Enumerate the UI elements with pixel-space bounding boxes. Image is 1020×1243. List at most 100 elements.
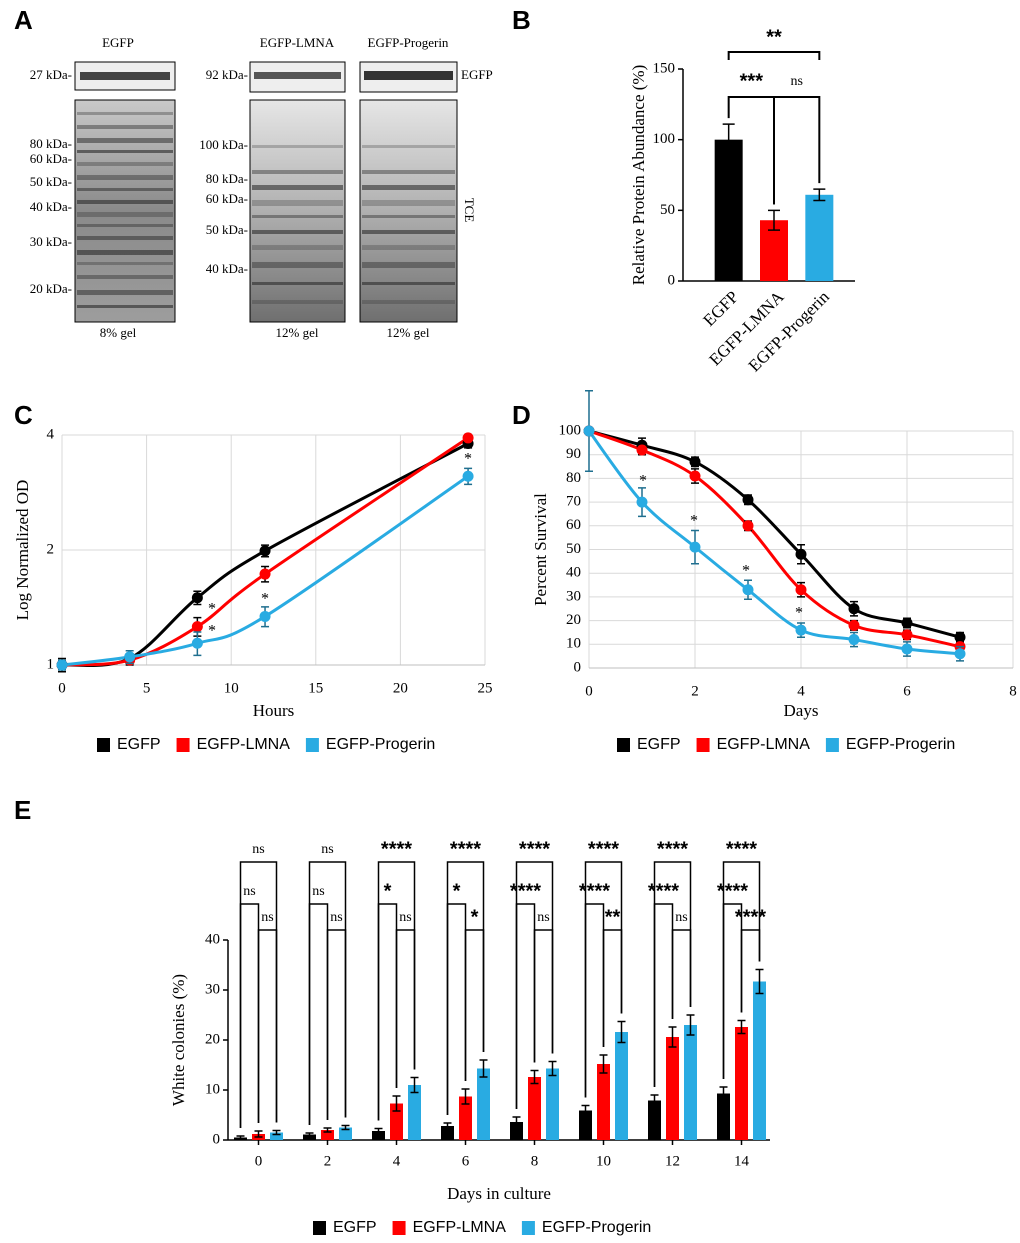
bar xyxy=(579,1110,592,1140)
significance: **** xyxy=(381,838,412,860)
gel-band xyxy=(252,245,343,250)
gel-band xyxy=(77,162,173,166)
gel-band xyxy=(77,188,173,191)
marker-label: 20 kDa- xyxy=(30,281,72,296)
error-bar xyxy=(305,1132,314,1137)
legend-swatch xyxy=(617,738,630,752)
error-bar xyxy=(341,1124,350,1131)
error-bar xyxy=(461,1088,470,1105)
significance: **** xyxy=(657,838,688,860)
x-tick-label: 2 xyxy=(324,1153,332,1169)
point xyxy=(191,621,203,633)
y-tick-label: 60 xyxy=(566,517,581,533)
gel-band xyxy=(77,175,173,180)
bar xyxy=(546,1068,559,1140)
y-tick-label: 4 xyxy=(47,426,55,442)
x-tick-label: 8 xyxy=(531,1153,539,1169)
y-tick-label: 2 xyxy=(47,541,55,557)
y-axis-title: Log Normalized OD xyxy=(13,480,32,621)
error-bar xyxy=(392,1095,401,1112)
egfp-band xyxy=(254,72,341,79)
bar xyxy=(339,1127,352,1140)
gel-band xyxy=(362,245,455,250)
significance: * xyxy=(795,605,803,622)
x-tick-label: 10 xyxy=(224,680,239,696)
gel-band xyxy=(77,290,173,295)
significance: **** xyxy=(519,838,550,860)
x-tick-label: 0 xyxy=(255,1153,263,1169)
marker-label: 80 kDa- xyxy=(206,171,248,186)
gel-band xyxy=(252,300,343,304)
legend-label: EGFP-LMNA xyxy=(717,736,811,753)
significance: **** xyxy=(588,838,619,860)
bracket xyxy=(533,929,554,1063)
tce-gel xyxy=(249,99,346,323)
gel-band xyxy=(77,112,173,115)
bar xyxy=(735,1027,748,1140)
gel-band xyxy=(252,200,343,206)
significance: ns xyxy=(261,910,273,925)
y-tick-label: 40 xyxy=(205,931,220,947)
point xyxy=(259,545,271,557)
legend-label: EGFP-LMNA xyxy=(413,1219,507,1236)
gel-band xyxy=(362,230,455,234)
point xyxy=(259,568,271,580)
line xyxy=(61,474,469,667)
significance: **** xyxy=(735,906,766,928)
gel-band xyxy=(77,305,173,308)
error-bar xyxy=(374,1127,383,1135)
bar xyxy=(408,1085,421,1140)
bar xyxy=(372,1131,385,1140)
bar xyxy=(666,1037,679,1140)
x-tick-label: 0 xyxy=(585,683,593,699)
point xyxy=(901,617,913,629)
marker-label: 40 kDa- xyxy=(30,199,72,214)
significance: ** xyxy=(605,906,621,928)
bar xyxy=(717,1093,730,1140)
significance: **** xyxy=(726,838,757,860)
bracket xyxy=(740,929,761,1013)
error-bar xyxy=(530,1069,539,1085)
x-tick-label: 20 xyxy=(393,680,408,696)
point xyxy=(795,584,807,596)
point xyxy=(795,624,807,636)
egfp-band xyxy=(364,71,453,80)
marker-label: 100 kDa- xyxy=(199,137,248,152)
significance: ns xyxy=(399,910,411,925)
point xyxy=(742,584,754,596)
error-bar xyxy=(722,123,735,156)
error-bar xyxy=(813,188,826,202)
bar xyxy=(390,1103,403,1140)
lane-label: EGFP xyxy=(102,35,134,50)
point xyxy=(583,425,595,437)
point xyxy=(56,659,68,671)
gel-band xyxy=(362,215,455,218)
bar xyxy=(270,1132,283,1140)
legend-swatch xyxy=(176,738,190,752)
y-tick-label: 0 xyxy=(213,1131,221,1147)
gel-band xyxy=(77,212,173,217)
significance: * xyxy=(639,473,647,490)
significance: **** xyxy=(510,880,541,902)
marker-label: 40 kDa- xyxy=(206,261,248,276)
error-bar xyxy=(668,1026,677,1048)
point xyxy=(462,470,474,482)
x-tick-label: 25 xyxy=(478,680,493,696)
gel-band xyxy=(252,215,343,218)
x-tick-label: 5 xyxy=(143,680,151,696)
point xyxy=(954,648,966,660)
y-tick-label: 20 xyxy=(205,1031,220,1047)
significance: **** xyxy=(579,880,610,902)
point xyxy=(848,603,860,615)
error-bar xyxy=(768,209,780,231)
error-bar xyxy=(323,1127,332,1133)
tce-gel xyxy=(74,99,176,323)
significance: * xyxy=(384,880,392,902)
gel-band xyxy=(77,250,173,255)
bar xyxy=(714,139,743,281)
bracket xyxy=(671,929,692,1019)
gel-band xyxy=(362,262,455,268)
y-tick-label: 80 xyxy=(566,470,581,486)
gel-band xyxy=(362,200,455,206)
error-bar xyxy=(755,968,764,995)
